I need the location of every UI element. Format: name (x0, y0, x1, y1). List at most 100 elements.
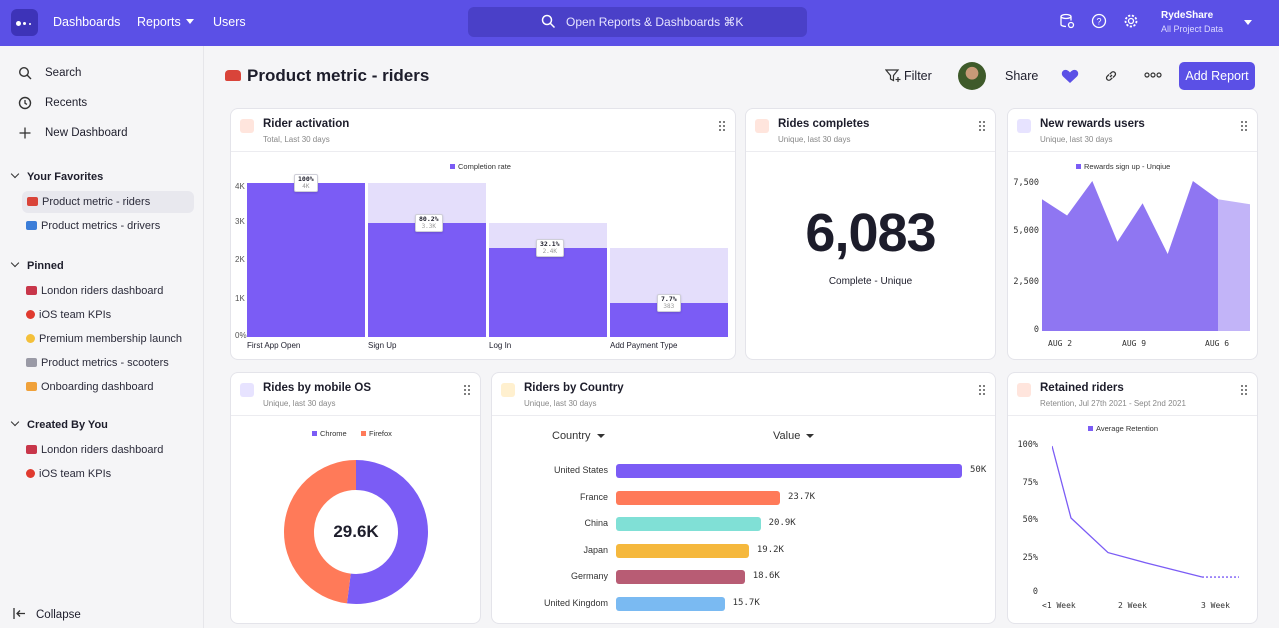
drag-handle-icon[interactable] (464, 385, 470, 395)
funnel-chart-icon (240, 119, 254, 133)
y-tick: 3K (235, 217, 245, 226)
legend-label: Firefox (369, 429, 392, 438)
more-icon[interactable] (1144, 72, 1162, 78)
pinned-header[interactable]: Pinned (10, 258, 64, 272)
chevron-down-icon (806, 434, 815, 438)
favorites-header-label: Your Favorites (27, 171, 104, 183)
country-label: United Kingdom (543, 598, 608, 608)
area-series (1042, 181, 1218, 331)
legend-swatch (1088, 426, 1093, 431)
y-tick: 2,500 (1013, 277, 1039, 287)
funnel-count: 3.3K (421, 223, 437, 231)
country-value: 23.7K (788, 491, 816, 502)
sidebar-item-product-metric-riders[interactable]: Product metric - riders (22, 191, 194, 213)
share-button[interactable]: Share (1005, 69, 1039, 83)
sidebar-item-product-metrics-drivers[interactable]: Product metrics - drivers (26, 220, 160, 232)
country-column-header[interactable]: Country (552, 430, 605, 442)
legend-swatch (361, 431, 366, 436)
sidebar-item-london-riders-created[interactable]: London riders dashboard (26, 444, 163, 456)
svg-text:?: ? (1096, 17, 1101, 27)
funnel-chart-icon (755, 119, 769, 133)
sidebar-recents-label: Recents (45, 97, 88, 109)
retained-riders-card[interactable]: Retained riders Retention, Jul 27th 2021… (1007, 372, 1258, 624)
rides-by-os-card[interactable]: Rides by mobile OS Unique, last 30 days … (230, 372, 481, 624)
chart-legend: Average Retention (1088, 424, 1158, 433)
search-placeholder: Open Reports & Dashboards ⌘K (566, 15, 744, 29)
country-label: China (584, 518, 608, 529)
drag-handle-icon[interactable] (979, 385, 985, 395)
chevron-down-icon (596, 434, 605, 438)
app-logo[interactable] (11, 9, 38, 36)
sidebar-new-dashboard-label: New Dashboard (45, 127, 128, 139)
drag-handle-icon[interactable] (1241, 385, 1247, 395)
filter-button[interactable]: Filter (884, 69, 932, 83)
new-rewards-card[interactable]: New rewards users Unique, last 30 days R… (1007, 108, 1258, 360)
filter-label: Filter (904, 69, 932, 83)
search-bar[interactable]: Open Reports & Dashboards ⌘K (468, 7, 807, 37)
country-bar (616, 570, 745, 585)
add-report-button[interactable]: Add Report (1179, 62, 1255, 90)
database-icon[interactable] (1059, 13, 1075, 29)
country-label: Germany (570, 571, 608, 582)
sidebar-item-label: Premium membership launch (39, 333, 183, 345)
funnel-percent: 80.2% (419, 215, 439, 224)
legend-label: Rewards sign up - Unqiue (1084, 162, 1171, 171)
plus-icon (19, 127, 31, 139)
link-icon[interactable] (1104, 69, 1118, 83)
avatar[interactable] (958, 62, 986, 90)
rider-activation-card[interactable]: Rider activation Total, Last 30 days Com… (230, 108, 736, 360)
drag-handle-icon[interactable] (1241, 121, 1247, 131)
sidebar-item-ios-team-kpis[interactable]: iOS team KPIs (26, 309, 111, 321)
funnel-category-label: Log In (489, 341, 512, 350)
gear-icon[interactable] (1123, 13, 1139, 29)
help-icon[interactable]: ? (1091, 13, 1107, 29)
sidebar-item-onboarding[interactable]: Onboarding dashboard (26, 381, 154, 393)
sidebar-item-label: Onboarding dashboard (41, 381, 154, 393)
card-title: Rides by mobile OS (263, 382, 371, 394)
flag-icon (26, 445, 37, 454)
card-title: Rider activation (263, 118, 350, 130)
x-tick: 3 Week (1201, 601, 1230, 610)
riders-by-country-card[interactable]: Riders by Country Unique, last 30 days C… (491, 372, 996, 624)
drag-handle-icon[interactable] (719, 121, 725, 131)
chart-legend: Rewards sign up - Unqiue (1076, 162, 1170, 171)
funnel-category-label: First App Open (247, 341, 301, 350)
account-name[interactable]: RydeShare (1161, 10, 1214, 21)
legend-firefox: Firefox (361, 429, 392, 438)
nav-reports-label: Reports (137, 15, 181, 29)
sidebar-item-label: iOS team KPIs (39, 468, 112, 480)
favorites-header[interactable]: Your Favorites (10, 169, 104, 183)
card-subtitle: Retention, Jul 27th 2021 - Sept 2nd 2021 (1040, 399, 1186, 408)
sidebar-item-london-riders[interactable]: London riders dashboard (26, 285, 163, 297)
flag-icon (26, 286, 37, 295)
y-tick: 50% (1022, 515, 1038, 525)
nav-users[interactable]: Users (213, 15, 246, 29)
area-chart (1042, 181, 1250, 331)
rides-completes-card[interactable]: Rides completes Unique, last 30 days 6,0… (745, 108, 996, 360)
retention-line-chart (1052, 445, 1239, 578)
created-header[interactable]: Created By You (10, 417, 108, 431)
sidebar-item-product-metrics-scooters[interactable]: Product metrics - scooters (26, 357, 169, 369)
value-column-header[interactable]: Value (773, 430, 815, 442)
clock-icon (18, 96, 32, 110)
sidebar-item-premium-membership[interactable]: Premium membership launch (26, 333, 182, 345)
chevron-down-icon (10, 417, 20, 427)
chevron-down-icon[interactable] (1244, 20, 1252, 25)
funnel-value-label: 80.2% 3.3K (415, 214, 443, 233)
nav-dashboards[interactable]: Dashboards (53, 15, 121, 29)
card-subtitle: Unique, last 30 days (263, 399, 336, 408)
funnel-percent: 32.1% (540, 239, 560, 248)
collapse-label: Collapse (36, 609, 81, 621)
collapse-button[interactable]: Collapse (13, 608, 81, 621)
car-icon (225, 70, 241, 81)
funnel-category-label: Add Payment Type (610, 341, 678, 350)
sidebar-item-ios-team-kpis-created[interactable]: iOS team KPIs (26, 468, 111, 480)
x-tick: AUG 6 (1205, 339, 1230, 348)
funnel-count: 383 (663, 303, 675, 311)
country-value: 50K (970, 465, 987, 475)
nav-reports[interactable]: Reports (137, 15, 194, 29)
drag-handle-icon[interactable] (979, 121, 985, 131)
y-tick: 0% (235, 331, 247, 340)
country-value: 20.9K (768, 518, 796, 529)
heart-icon[interactable] (1061, 69, 1079, 84)
